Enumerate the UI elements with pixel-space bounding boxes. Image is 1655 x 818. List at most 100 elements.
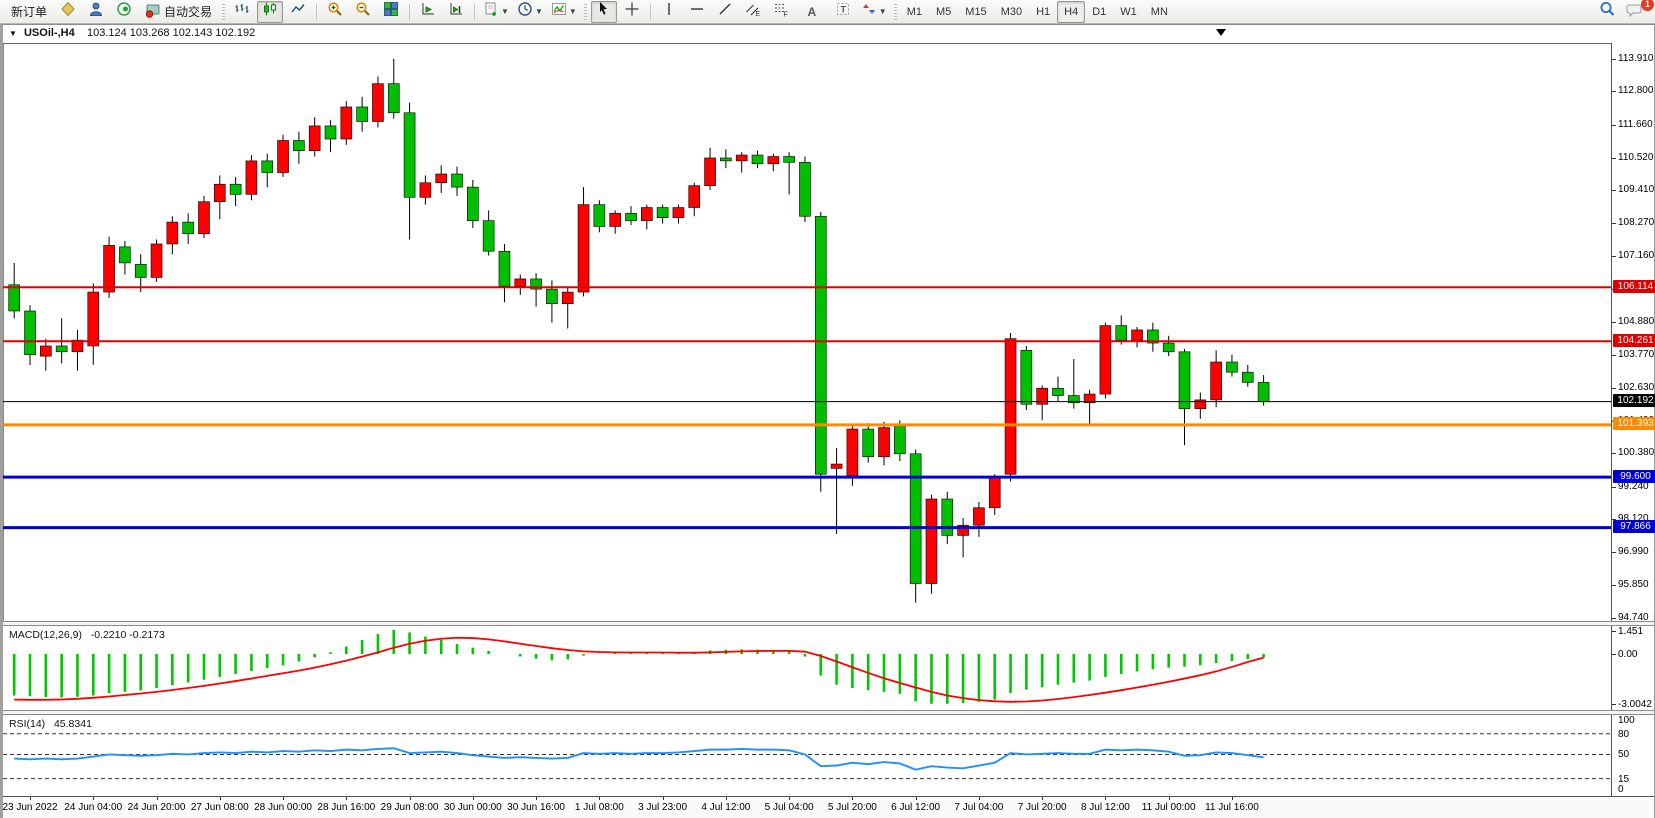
candle-up (1036, 387, 1048, 405)
date-label: 28 Jun 00:00 (254, 802, 312, 813)
chart-shift-marker[interactable] (1216, 29, 1226, 36)
autotrading-button[interactable]: 自动交易 (139, 1, 218, 23)
candle-down (1226, 361, 1238, 373)
rsi-canvas[interactable] (3, 715, 1611, 796)
timeframe-button-m30[interactable]: M30 (1000, 5, 1023, 18)
date-axis[interactable]: 23 Jun 2022 24 Jun 04:00 24 Jun 20:00 27 Ju… (2, 796, 1655, 818)
price-tick (1612, 453, 1616, 455)
equidistant-label-glyph: E (755, 11, 760, 17)
candle-up (1004, 338, 1017, 475)
zoom-out-button[interactable] (350, 1, 376, 23)
candle-up (767, 156, 780, 165)
timeframe-button-d1[interactable]: D1 (1092, 5, 1107, 18)
candlestick-chart-button[interactable] (257, 0, 284, 23)
price-level-badge: 106.114 (1613, 279, 1655, 293)
rsi-pane[interactable]: RSI(14) 45.8341 (3, 715, 1611, 796)
auto-scroll-button[interactable] (415, 1, 441, 23)
new-chart-button[interactable]: ▼ (480, 1, 512, 23)
zoom-in-button[interactable] (322, 1, 348, 23)
candle-down (182, 221, 194, 235)
zoom-in-icon (327, 1, 343, 22)
text-tool-button[interactable]: A (796, 1, 828, 23)
price-tick (1612, 91, 1616, 93)
candle-up (830, 463, 843, 469)
fibonacci-tool-button[interactable]: F (768, 1, 794, 23)
candlestick-canvas[interactable] (3, 44, 1611, 622)
rsi-label: RSI(14) 45.8341 (9, 718, 92, 730)
price-chart-pane[interactable] (3, 43, 1611, 622)
navigator-button[interactable] (111, 1, 137, 23)
trendline-tool-button[interactable] (712, 1, 738, 23)
cursor-tool-button[interactable] (590, 0, 617, 23)
rsi-axis[interactable]: 100 80 50 15 0 (1611, 715, 1655, 796)
toolbar-separator (649, 3, 651, 20)
price-tick-label: 107.160 (1618, 249, 1655, 261)
candle-down (482, 220, 495, 252)
price-tick (1612, 617, 1616, 619)
price-tick-label: 102.630 (1618, 381, 1655, 393)
chart-shift-button[interactable] (443, 1, 469, 23)
candle-up (1099, 325, 1112, 395)
candle-down (783, 156, 795, 163)
arrows-tool-button[interactable]: ▼ (858, 1, 890, 23)
auto-scroll-icon (420, 1, 436, 22)
search-icon (1598, 0, 1616, 23)
candle-up (87, 291, 100, 347)
price-tick (1612, 486, 1616, 488)
candle-down (467, 186, 479, 221)
candle-down (1178, 351, 1191, 409)
horizontal-line-tool-button[interactable] (684, 1, 710, 23)
candle-up (308, 125, 321, 151)
timeframe-button-m5[interactable]: M5 (936, 5, 952, 18)
date-label: 1 Jul 08:00 (574, 802, 624, 813)
notifications-button[interactable]: 1 (1622, 0, 1654, 23)
timeframe-button-h1[interactable]: H1 (1036, 5, 1051, 18)
indicators-button[interactable]: ▼ (548, 1, 580, 23)
timeframe-button-m1[interactable]: M1 (906, 5, 922, 18)
date-tick (93, 797, 95, 800)
main-toolbar: 新订单 自动交易 (0, 0, 1655, 24)
arrows-icon (861, 1, 877, 22)
equidistant-channel-tool-button[interactable]: E (740, 1, 766, 23)
panel-splitter[interactable] (3, 621, 1655, 626)
timeframe-button-w1[interactable]: W1 (1120, 5, 1137, 18)
new-chart-icon (483, 1, 499, 22)
date-label: 7 Jul 04:00 (954, 802, 1004, 813)
search-button[interactable] (1594, 1, 1620, 23)
panel-splitter[interactable] (3, 710, 1655, 715)
chart-menu-triangle-icon[interactable]: ▼ (9, 29, 17, 38)
toolbar-grip (583, 3, 587, 20)
candle-down (530, 278, 542, 290)
text-label-tool-button[interactable]: T (830, 1, 856, 23)
macd-canvas[interactable] (3, 626, 1611, 711)
bar-chart-button[interactable] (229, 1, 255, 23)
macd-tick (1612, 631, 1616, 632)
date-tick (536, 797, 538, 800)
vertical-line-tool-button[interactable] (656, 1, 682, 23)
timeframe-button-h4[interactable]: H4 (1057, 0, 1086, 23)
candle-down (498, 250, 511, 287)
tile-windows-button[interactable] (378, 1, 404, 23)
price-tick-label: 110.520 (1618, 151, 1654, 163)
macd-tick-label: 0.00 (1618, 649, 1638, 660)
new-order-button[interactable]: 新订单 (5, 1, 53, 23)
date-tick (1168, 797, 1170, 800)
date-label: 5 Jul 04:00 (764, 802, 814, 813)
macd-axis[interactable]: 1.451 0.00 -3.0042 (1611, 626, 1655, 711)
market-watch-button[interactable] (55, 1, 81, 23)
crosshair-tool-button[interactable] (619, 1, 645, 23)
line-chart-button[interactable] (285, 1, 311, 23)
timeframe-menu-button[interactable]: ▼ (514, 1, 546, 23)
timeframe-button-mn[interactable]: MN (1150, 5, 1168, 18)
person-chart-icon (88, 1, 104, 22)
candle-up (1210, 361, 1222, 401)
price-axis[interactable]: 113.910 112.800 111.660 110.520 109.410 108.2… (1611, 43, 1655, 623)
data-window-button[interactable] (83, 1, 109, 23)
candle-up (198, 201, 210, 235)
candle-down (1052, 387, 1064, 396)
macd-pane[interactable]: MACD(12,26,9) -0.2210 -0.2173 (3, 626, 1611, 711)
price-tick-label: 109.410 (1618, 184, 1655, 196)
candle-up (988, 476, 1001, 509)
timeframe-button-m15[interactable]: M15 (965, 5, 987, 18)
